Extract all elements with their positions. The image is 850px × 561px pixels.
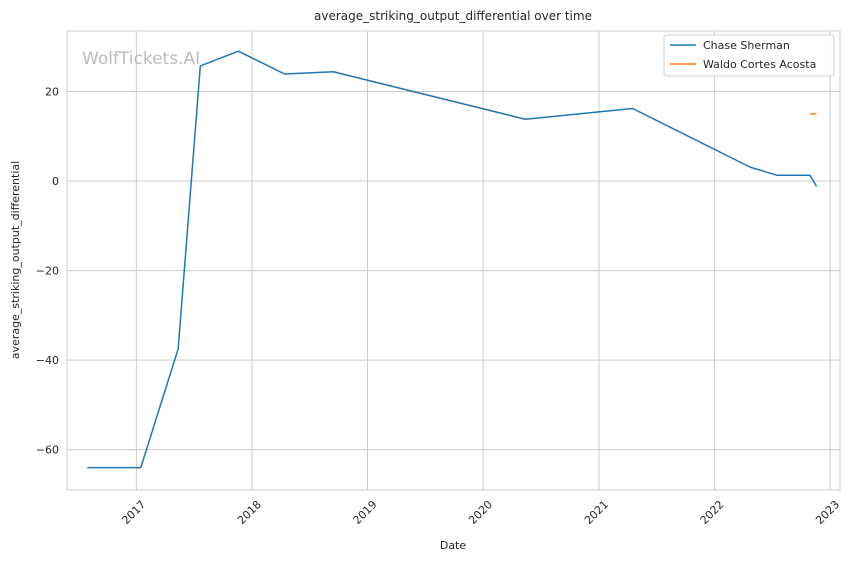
x-tick-label: 2017 <box>119 498 148 527</box>
x-tick-label: 2022 <box>698 498 727 527</box>
x-axis-label: Date <box>440 539 467 552</box>
legend-label-chase-sherman: Chase Sherman <box>703 39 790 52</box>
x-tick-label: 2019 <box>351 498 380 527</box>
x-tick-label: 2021 <box>582 498 611 527</box>
x-tick-label: 2020 <box>466 498 495 527</box>
chart-title: average_striking_output_differential ove… <box>314 9 592 23</box>
y-tick-label: −40 <box>36 354 59 367</box>
legend-box <box>663 34 835 77</box>
y-axis-label: average_striking_output_differential <box>9 161 22 359</box>
legend: Chase Sherman Waldo Cortes Acosta <box>663 34 835 77</box>
y-tick-label: 20 <box>45 85 59 98</box>
y-tick-label: 0 <box>52 175 59 188</box>
legend-label-waldo-cortes-acosta: Waldo Cortes Acosta <box>703 58 816 71</box>
y-tick-label: −60 <box>36 444 59 457</box>
x-tick-label: 2018 <box>235 498 264 527</box>
watermark: WolfTickets.AI <box>82 49 200 69</box>
x-tick-label: 2023 <box>813 498 842 527</box>
plot-area-frame <box>66 30 841 491</box>
y-tick-label: −20 <box>36 265 59 278</box>
series-line-chase-sherman <box>87 50 818 469</box>
